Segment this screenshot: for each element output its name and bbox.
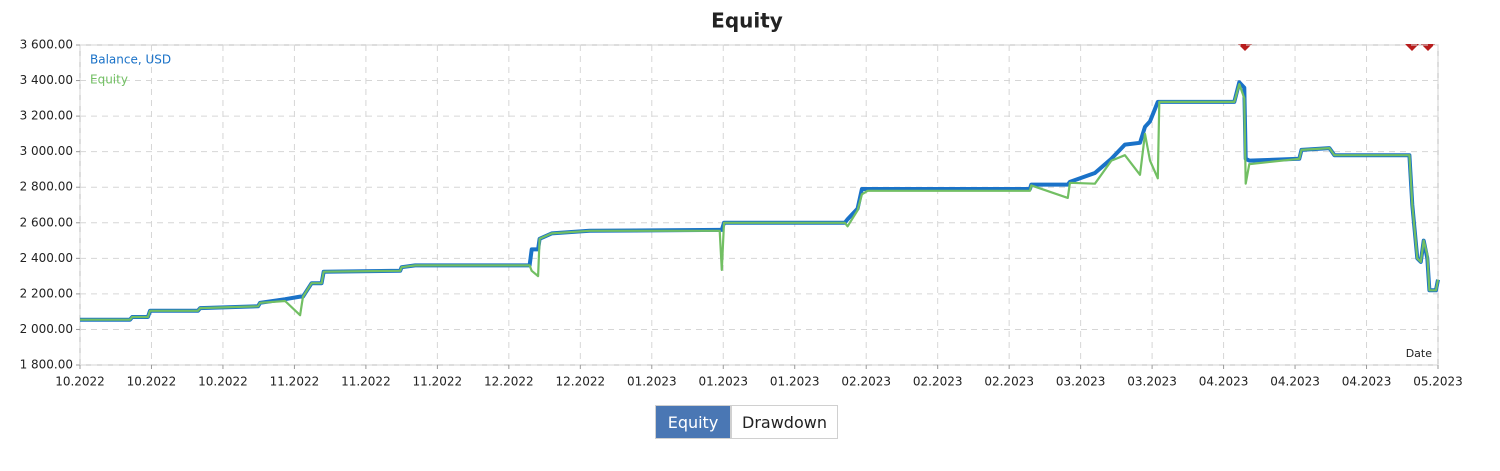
y-tick-label: 3 400.00 [20, 73, 73, 87]
x-tick-label: 10.2022 [198, 375, 248, 389]
legend-label: Equity [90, 73, 128, 87]
x-tick-label: 11.2022 [413, 375, 463, 389]
y-tick-label: 3 000.00 [20, 144, 73, 158]
y-tick-label: 2 000.00 [20, 322, 73, 336]
marker [1238, 44, 1252, 51]
trade-markers [1238, 44, 1435, 51]
legend-label: Balance, USD [90, 53, 171, 67]
x-tick-label: 10.2022 [55, 375, 105, 389]
x-tick-label: 12.2022 [484, 375, 534, 389]
y-tick-label: 3 200.00 [20, 109, 73, 123]
y-tick-label: 1 800.00 [20, 358, 73, 372]
tab-button[interactable]: Drawdown [731, 405, 838, 439]
x-axis-label: Date [1406, 347, 1433, 360]
series-line [80, 80, 1440, 322]
x-tick-label: 03.2023 [1056, 375, 1106, 389]
x-tick-label: 11.2022 [270, 375, 320, 389]
tab-button[interactable]: Equity [655, 405, 731, 439]
y-tick-label: 2 600.00 [20, 215, 73, 229]
x-tick-label: 05.2023 [1413, 375, 1463, 389]
grid [79, 44, 1439, 366]
chart: Equity Date 1 800.00 2 000.00 2 200.00 2 40… [20, 9, 1463, 389]
y-tick-label: 3 600.00 [20, 38, 73, 52]
x-tick-label: 02.2023 [841, 375, 891, 389]
x-tick-label: 11.2022 [341, 375, 391, 389]
y-tick-label: 2 400.00 [20, 251, 73, 265]
x-tick-label: 02.2023 [984, 375, 1034, 389]
x-tick-label: 01.2023 [770, 375, 820, 389]
series-line [80, 83, 1440, 321]
x-tick-label: 12.2022 [556, 375, 606, 389]
x-tick-label: 03.2023 [1127, 375, 1177, 389]
marker [1405, 44, 1419, 51]
chart-title: Equity [711, 9, 783, 33]
plot-frame [79, 44, 1439, 366]
marker [1421, 44, 1435, 51]
y-tick-label: 2 800.00 [20, 180, 73, 194]
x-tick-label: 04.2023 [1199, 375, 1249, 389]
x-tick-label: 01.2023 [627, 375, 677, 389]
x-tick-label: 04.2023 [1342, 375, 1392, 389]
y-tick-label: 2 200.00 [20, 286, 73, 300]
x-tick-label: 10.2022 [127, 375, 177, 389]
x-tick-label: 04.2023 [1270, 375, 1320, 389]
x-tick-label: 02.2023 [913, 375, 963, 389]
x-tick-label: 01.2023 [698, 375, 748, 389]
